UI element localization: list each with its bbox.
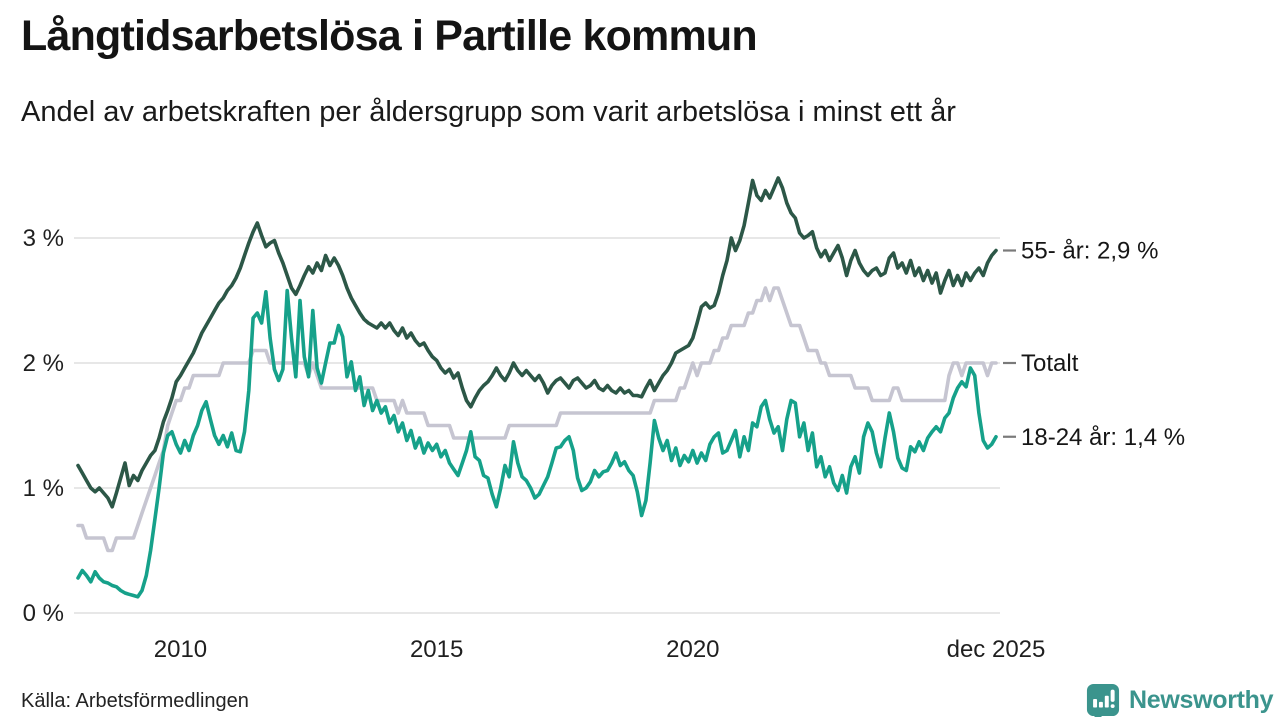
x-axis-label: 2020	[666, 636, 719, 663]
y-axis-label: 1 %	[23, 475, 64, 502]
y-axis-label: 3 %	[23, 225, 64, 252]
series-line-Totalt	[76, 286, 998, 553]
series-lines	[76, 176, 998, 599]
brand-lockup: Newsworthy	[1086, 683, 1274, 717]
series-end-labels: Totalt 55- år: 2,9 % 18-24 år: 1,4 %	[1021, 238, 1185, 451]
series-end-label: Totalt	[1021, 350, 1079, 377]
x-axis-label: 2015	[410, 636, 463, 663]
brand-name: Newsworthy	[1129, 685, 1274, 714]
x-axis-labels: 2010 2015 2020 dec 2025	[154, 636, 1046, 663]
series-end-label: 18-24 år: 1,4 %	[1021, 424, 1185, 451]
y-axis-labels: 0 % 1 % 2 % 3 %	[23, 225, 64, 627]
x-axis-label: 2010	[154, 636, 207, 663]
newsworthy-logo-icon	[1086, 683, 1120, 717]
source-note: Källa: Arbetsförmedlingen	[21, 690, 249, 712]
page-title: Långtidsarbetslösa i Partille kommun	[21, 12, 758, 60]
series-end-label: 55- år: 2,9 %	[1021, 238, 1158, 265]
page-subtitle: Andel av arbetskraften per åldersgrupp s…	[21, 96, 956, 128]
series-line-18-24 år	[76, 288, 998, 599]
y-axis-label: 2 %	[23, 350, 64, 377]
series-line-55- år	[76, 176, 998, 509]
x-axis-label: dec 2025	[947, 636, 1046, 663]
series-end-ticks	[1003, 249, 1016, 438]
y-axis-label: 0 %	[23, 600, 64, 627]
